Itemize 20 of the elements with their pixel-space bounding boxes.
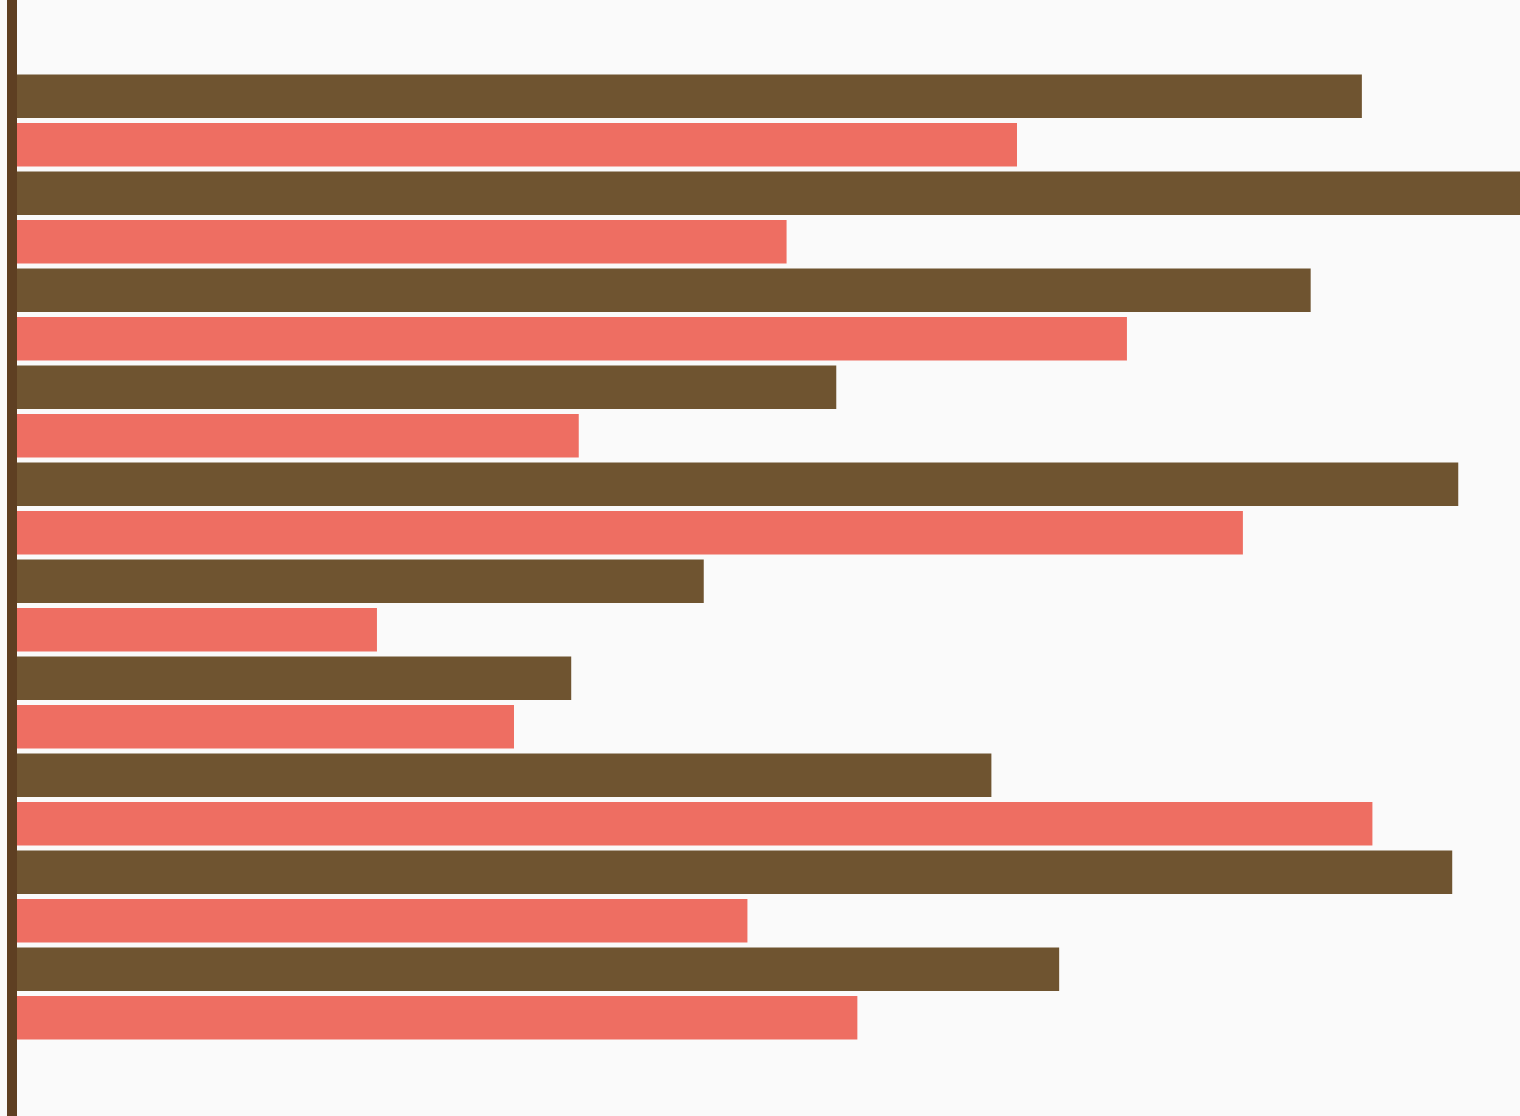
bar: [14, 898, 748, 943]
bar: [14, 801, 1373, 846]
bar: [14, 171, 1520, 216]
bar: [14, 74, 1362, 119]
bar: [14, 753, 992, 798]
bar: [14, 510, 1243, 555]
bar: [14, 559, 704, 604]
bar: [14, 995, 858, 1040]
bar: [14, 947, 1060, 992]
bar: [14, 316, 1127, 361]
bar: [14, 704, 514, 749]
bar: [14, 850, 1453, 895]
bar: [14, 607, 377, 652]
bar: [14, 268, 1311, 313]
bar: [14, 219, 787, 264]
bar: [14, 122, 1017, 167]
bar: [14, 413, 579, 458]
bar: [14, 462, 1459, 507]
bar: [14, 656, 572, 701]
bar: [14, 365, 837, 410]
